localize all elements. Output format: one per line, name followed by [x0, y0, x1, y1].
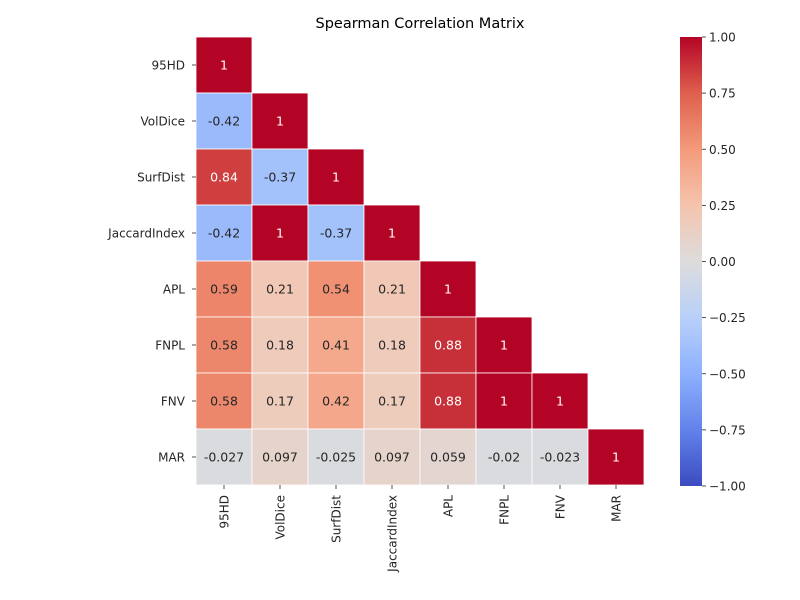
heatmap-cell — [531, 428, 589, 486]
heatmap-cell — [475, 372, 533, 430]
colorbar-tick-label: −0.75 — [709, 423, 746, 437]
heatmap-cell — [419, 260, 477, 318]
x-tick-label: APL — [442, 495, 456, 517]
cell-value-label: 0.41 — [322, 338, 350, 353]
heatmap-cell — [363, 316, 421, 374]
colorbar — [680, 37, 702, 486]
y-tick-label: APL — [163, 283, 185, 297]
heatmap-cell — [363, 204, 421, 262]
heatmap-cell — [475, 316, 533, 374]
colorbar-tick-label: −0.50 — [709, 367, 746, 381]
cell-value-label: 0.17 — [266, 394, 294, 409]
heatmap-cell — [195, 92, 253, 150]
y-tick-label: MAR — [158, 451, 185, 465]
colorbar-tick-label: −1.00 — [709, 480, 746, 494]
heatmap-cell — [251, 92, 309, 150]
colorbar-tick-label: 0.50 — [709, 143, 736, 157]
cell-value-label: 0.097 — [262, 450, 298, 465]
cell-value-label: -0.37 — [264, 170, 296, 185]
cell-value-label: 1 — [220, 58, 228, 73]
x-tick-label: FNV — [554, 494, 568, 519]
y-tick-label: VolDice — [140, 115, 185, 129]
cell-value-label: 0.88 — [434, 338, 462, 353]
cell-value-label: 1 — [332, 170, 340, 185]
cell-value-label: -0.42 — [208, 226, 240, 241]
cell-value-label: 0.84 — [210, 170, 238, 185]
cell-value-label: 0.21 — [378, 282, 406, 297]
y-tick-label: FNPL — [155, 339, 185, 353]
cell-value-label: 0.42 — [322, 394, 350, 409]
cell-value-label: 1 — [388, 226, 396, 241]
x-tick-label: JaccardIndex — [386, 495, 400, 573]
x-axis-ticks: 95HD VolDice SurfDist JaccardIndex APL FNPL FN… — [218, 485, 624, 573]
cell-value-label: 1 — [612, 450, 620, 465]
y-tick-label: SurfDist — [137, 171, 185, 185]
colorbar-ticks: −1.00 −0.75 −0.50 −0.25 0.00 0.25 0.50 0.75 1.00 — [702, 31, 746, 494]
heatmap-cell — [307, 148, 365, 206]
cell-value-label: 0.54 — [322, 282, 350, 297]
heatmap-cell — [251, 204, 309, 262]
heatmap-cell — [251, 372, 309, 430]
x-tick-label: 95HD — [218, 495, 232, 529]
cell-value-label: 1 — [500, 394, 508, 409]
cell-value-label: 0.097 — [374, 450, 410, 465]
cell-value-label: 0.18 — [378, 338, 406, 353]
x-tick-label: VolDice — [274, 495, 288, 540]
x-tick-label: MAR — [610, 495, 624, 522]
y-axis-ticks: 95HD VolDice SurfDist JaccardIndex APL FNPL FN… — [107, 59, 196, 465]
heatmap-cell — [419, 316, 477, 374]
colorbar-tick-label: 1.00 — [709, 31, 736, 45]
heatmap-cell — [195, 148, 253, 206]
cell-value-label: 0.88 — [434, 394, 462, 409]
cell-value-label: 0.17 — [378, 394, 406, 409]
y-tick-label: 95HD — [151, 59, 185, 73]
x-tick-label: SurfDist — [330, 495, 344, 543]
cell-value-label: 0.58 — [210, 394, 238, 409]
cell-value-label: 1 — [276, 114, 284, 129]
cell-value-label: 1 — [276, 226, 284, 241]
cell-value-label: -0.42 — [208, 114, 240, 129]
heatmap-cell — [307, 428, 365, 486]
cell-value-label: 0.18 — [266, 338, 294, 353]
cell-value-label: 0.59 — [210, 282, 238, 297]
heatmap-cell — [195, 428, 253, 486]
cell-value-label: 1 — [444, 282, 452, 297]
heatmap-cell — [251, 316, 309, 374]
heatmap-cell — [307, 316, 365, 374]
x-tick-label: FNPL — [498, 495, 512, 525]
heatmap-cell-labels: 1 -0.42 1 0.84 -0.37 1 -0.42 1 -0.37 1 0.59 0.21 0.5… — [204, 58, 620, 465]
cell-value-label: 0.059 — [430, 450, 466, 465]
cell-value-label: 0.21 — [266, 282, 294, 297]
colorbar-tick-label: 0.00 — [709, 255, 736, 269]
cell-value-label: 1 — [500, 338, 508, 353]
cell-value-label: -0.37 — [320, 226, 352, 241]
y-tick-label: FNV — [161, 395, 186, 409]
heatmap-cells — [195, 36, 645, 486]
colorbar-tick-label: −0.25 — [709, 311, 746, 325]
cell-value-label: 0.58 — [210, 338, 238, 353]
heatmap-cell — [251, 260, 309, 318]
cell-value-label: 1 — [556, 394, 564, 409]
cell-value-label: -0.025 — [316, 450, 356, 465]
cell-value-label: -0.027 — [204, 450, 244, 465]
heatmap-cell — [587, 428, 645, 486]
cell-value-label: -0.02 — [488, 450, 520, 465]
colorbar-tick-label: 0.75 — [709, 87, 736, 101]
y-tick-label: JaccardIndex — [107, 227, 185, 241]
cell-value-label: -0.023 — [540, 450, 580, 465]
chart-title: Spearman Correlation Matrix — [316, 16, 525, 32]
heatmap-cell — [363, 372, 421, 430]
heatmap-cell — [363, 260, 421, 318]
colorbar-tick-label: 0.25 — [709, 199, 736, 213]
heatmap-cell — [195, 372, 253, 430]
heatmap-cell — [531, 372, 589, 430]
heatmap-cell — [195, 36, 253, 94]
